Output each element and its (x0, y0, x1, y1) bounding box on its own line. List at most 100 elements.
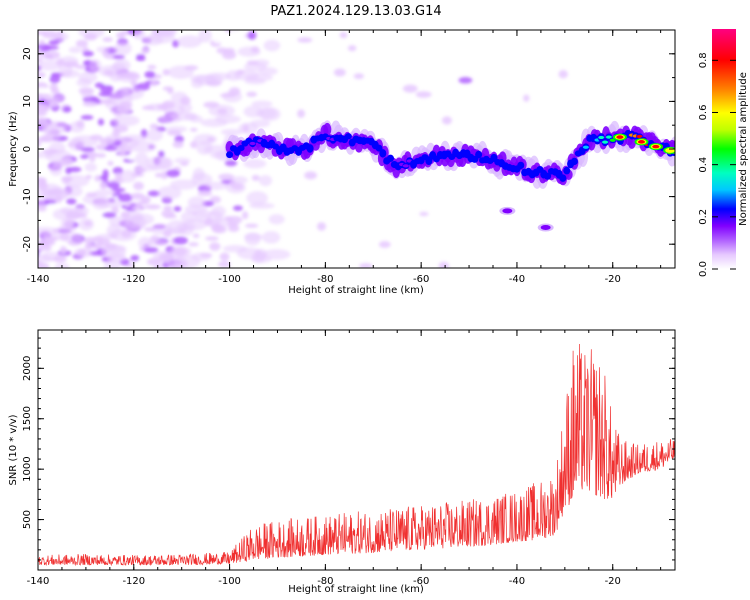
ridge-peak (402, 164, 409, 168)
spectrogram-blob (316, 222, 327, 231)
spectrogram-haze (243, 158, 267, 169)
ridge-peak (598, 135, 605, 140)
spectrogram-blob (209, 242, 221, 251)
spectrogram-haze (260, 107, 281, 121)
spectrogram-haze (243, 105, 264, 118)
spectrogram-haze (43, 94, 66, 103)
spectrogram-haze (193, 133, 218, 145)
spectrogram-blob (230, 30, 240, 35)
ridge-peak (556, 172, 563, 176)
figure-title: PAZ1.2024.129.13.03.G14 (270, 4, 441, 19)
ridge-core (344, 133, 352, 140)
spectrogram-haze (176, 35, 203, 48)
spectrogram-blob (232, 205, 243, 211)
spectrogram-y-ticks: -20 -10 0 10 20 (22, 29, 675, 269)
spectrogram-haze (38, 60, 62, 71)
spectrogram-haze (226, 70, 241, 81)
spectrogram-haze (170, 91, 188, 105)
spectrogram-blobs (38, 30, 574, 268)
spectrogram-haze (168, 246, 192, 257)
snr-x-label: Height of straight line (km) (288, 584, 424, 595)
spectrogram-blob (378, 241, 391, 249)
spectrogram-blob (212, 35, 224, 44)
spectrogram-blob (149, 123, 159, 130)
spectrogram-haze (95, 233, 118, 240)
ridge-peak (582, 145, 589, 149)
spectrogram-blob (104, 146, 118, 151)
spectrogram-blob (419, 211, 429, 217)
spectrogram-blob (297, 109, 305, 118)
spectrogram-x-label: Height of straight line (km) (288, 285, 424, 296)
spectrogram-haze (109, 107, 129, 114)
spectrogram-blob (133, 181, 144, 191)
ridge-core (375, 144, 383, 152)
spectrogram-blob (166, 169, 180, 178)
top-ytick-label: 0 (22, 146, 33, 152)
spectrogram-haze (104, 259, 121, 268)
ridge-peak-top (652, 144, 660, 149)
spectrogram-haze (48, 141, 66, 155)
spectrogram-blob (147, 190, 160, 197)
spectrogram-haze (134, 152, 149, 166)
spectrogram-blob (438, 261, 450, 268)
spectrogram-haze (222, 90, 243, 103)
spectrogram-blob (44, 50, 61, 60)
spectrogram-haze (237, 46, 261, 57)
bot-xtick-label: -100 (218, 576, 241, 587)
spectrogram-haze (49, 163, 63, 176)
spectrogram-haze (250, 119, 271, 128)
spectrogram-blob (66, 198, 77, 205)
ridge-peak (636, 134, 643, 139)
spectrogram-haze (246, 191, 268, 206)
spectrogram-haze (192, 167, 205, 181)
spectrogram-blob (92, 243, 100, 250)
spectrogram-haze (132, 30, 146, 40)
top-ytick-label: -20 (22, 236, 33, 252)
spectrogram-haze (251, 100, 273, 108)
spectrogram-haze (157, 185, 182, 200)
spectrogram-haze (78, 71, 98, 84)
bot-xtick-label: -40 (509, 576, 525, 587)
spectrogram-blob (364, 235, 377, 244)
top-xtick-label: -40 (509, 274, 525, 285)
spectrogram-haze (198, 30, 212, 43)
spectrogram-haze (146, 128, 164, 142)
spectrogram-blob (130, 205, 147, 210)
spectrogram-haze (263, 39, 281, 52)
spectrogram-haze (145, 103, 169, 112)
spectrogram-blob (190, 141, 198, 149)
spectrogram-haze (173, 254, 201, 268)
spectrogram-blob (189, 127, 198, 132)
spectrogram-haze (203, 144, 229, 155)
spectrogram-ridge (224, 120, 675, 232)
colorbar-tick-label: 0.6 (698, 105, 709, 121)
snr-x-ticks: -140 -120 -100 -80 -60 -40 -20 (27, 330, 662, 587)
spectrogram-blob (163, 205, 173, 211)
spectrogram-blob (49, 82, 58, 92)
ridge-core (387, 154, 395, 162)
spectrogram-haze (249, 202, 275, 209)
spectrogram-blob (224, 159, 238, 167)
spectrogram-blob (99, 181, 108, 190)
top-xtick-label: -120 (122, 274, 145, 285)
bot-ytick-label: 500 (22, 510, 33, 529)
spectrogram-haze (149, 30, 176, 44)
spectrogram-blob (150, 80, 158, 87)
spectrogram-haze (38, 198, 46, 207)
spectrogram-blob (127, 153, 135, 161)
spectrogram-blob (119, 150, 127, 157)
spectrogram-blob (97, 118, 105, 126)
ridge-peak (418, 158, 425, 163)
spectrogram-blob (117, 193, 133, 203)
spectrogram-haze (38, 151, 54, 159)
snr-y-label: SNR (10 * v/v) (8, 414, 19, 485)
spectrogram-haze (133, 164, 160, 172)
spectrogram-blob (192, 233, 200, 239)
spectrogram-haze (52, 208, 73, 221)
spectrogram-haze (101, 244, 127, 259)
spectrogram-haze (222, 244, 248, 253)
spectrogram-blob (246, 91, 258, 97)
spectrogram-blob (251, 174, 260, 181)
spectrogram-blob (43, 45, 59, 50)
